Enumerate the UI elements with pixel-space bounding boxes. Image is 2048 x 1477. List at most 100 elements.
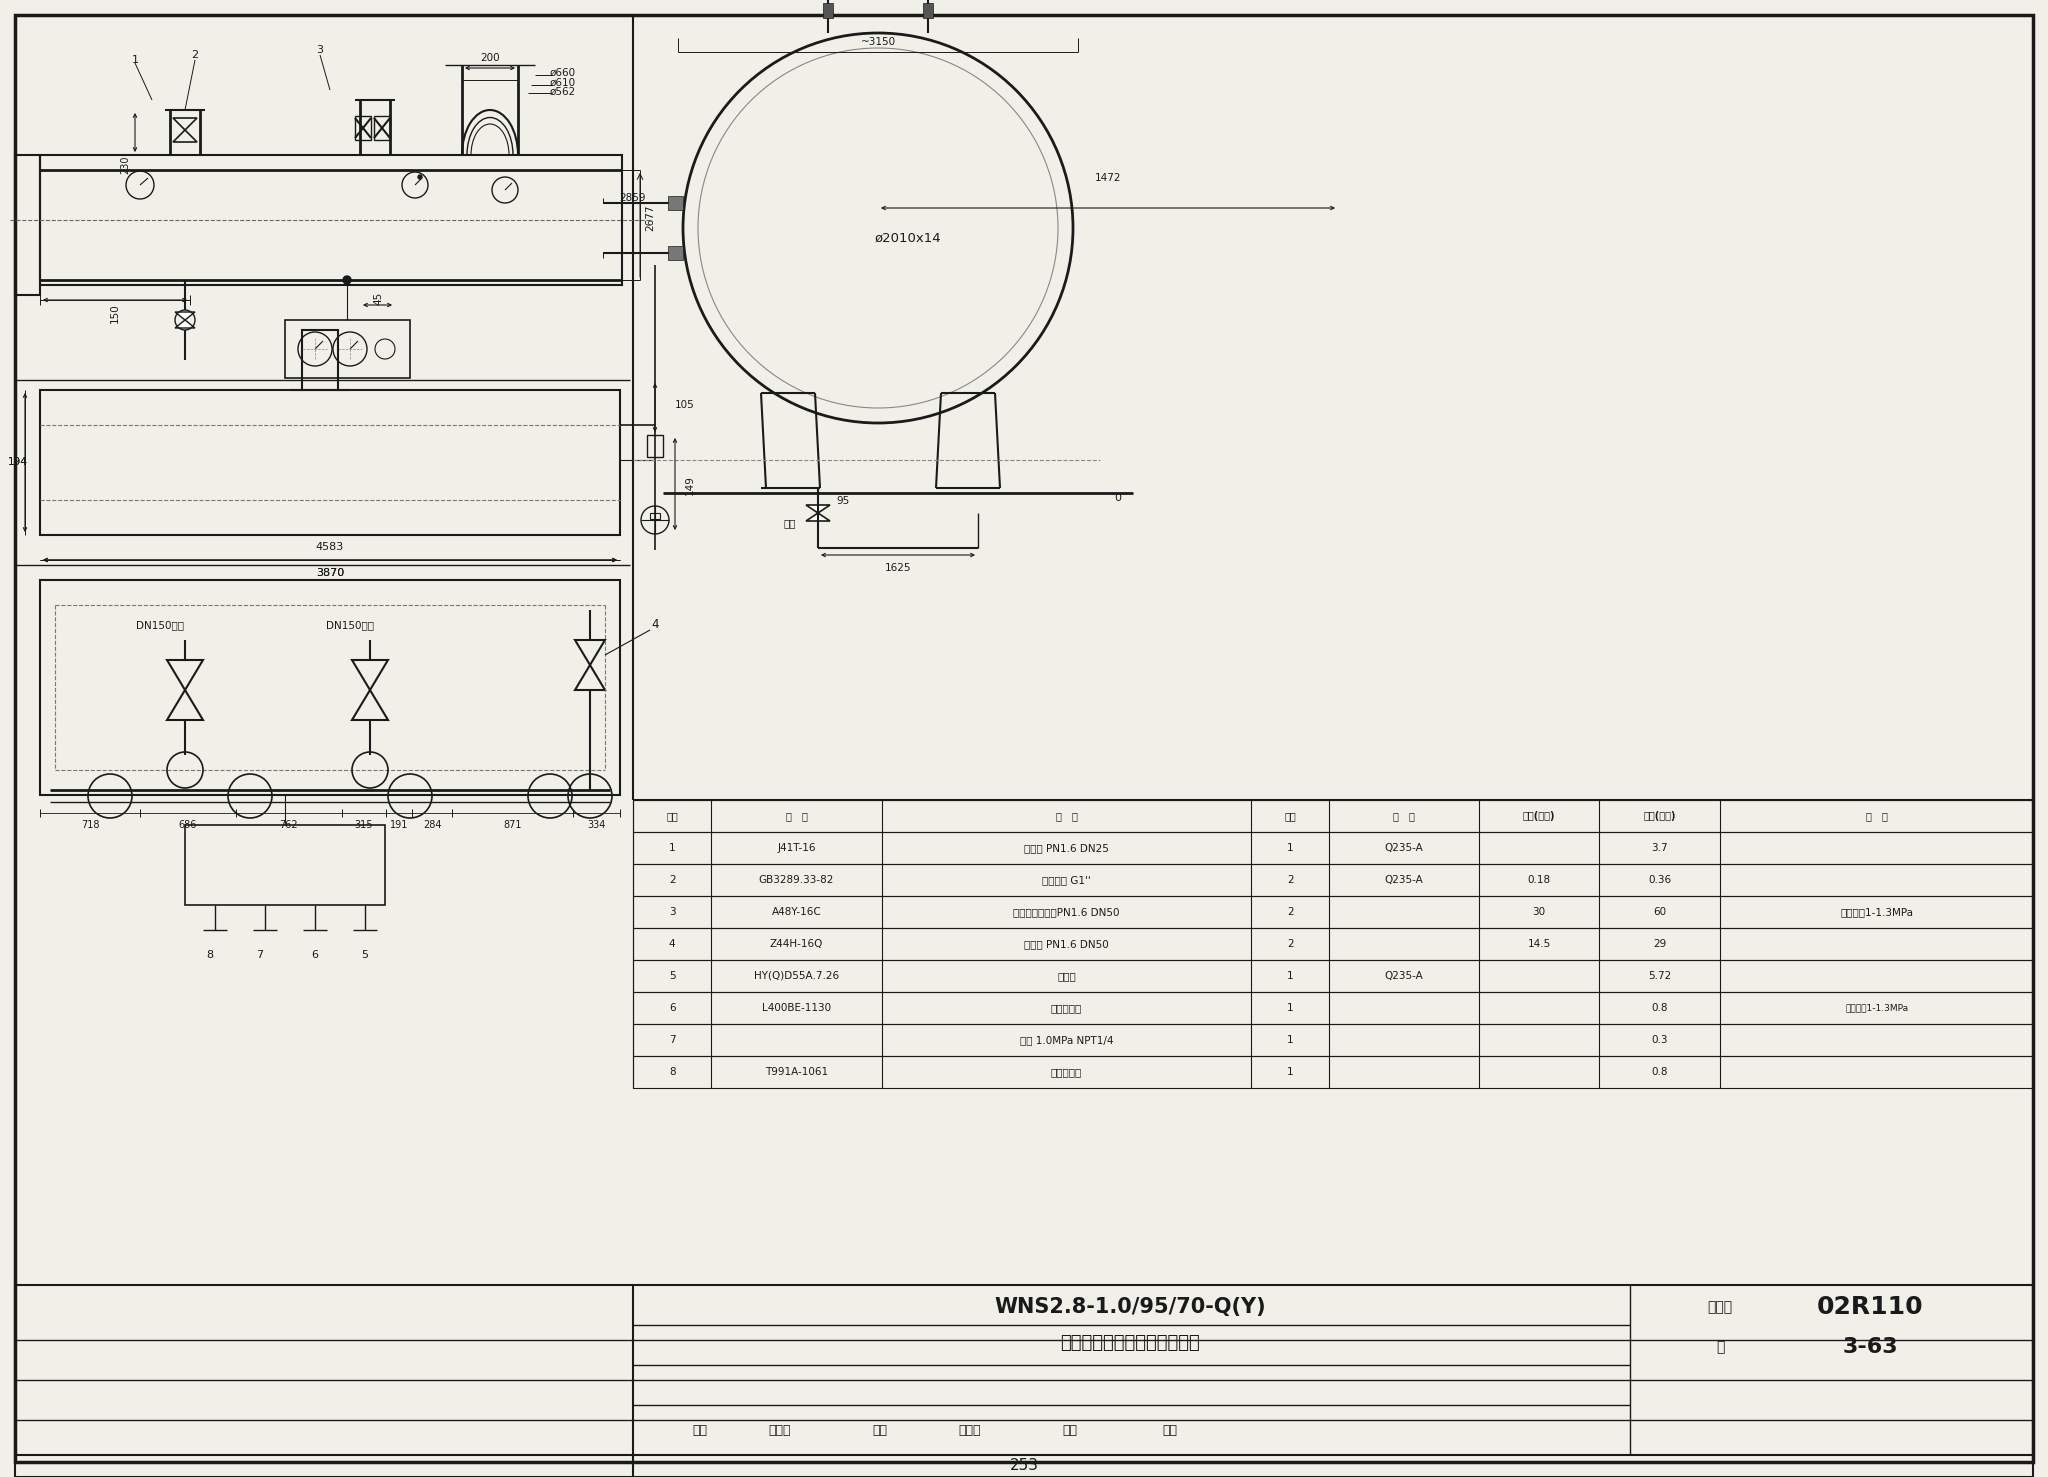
Bar <box>41 390 621 535</box>
Text: 105: 105 <box>676 400 694 411</box>
Text: WNS2.8-1.0/95/70-Q(Y): WNS2.8-1.0/95/70-Q(Y) <box>993 1297 1266 1317</box>
Text: 1625: 1625 <box>885 563 911 573</box>
Bar <box>354 117 371 140</box>
Text: 29: 29 <box>1653 939 1667 950</box>
Bar <box>647 436 664 456</box>
Text: 762: 762 <box>279 820 299 830</box>
Text: DN150回水: DN150回水 <box>135 620 184 631</box>
Text: 限位控制器: 限位控制器 <box>1051 1003 1081 1013</box>
Text: 194: 194 <box>8 456 29 467</box>
Text: 315: 315 <box>354 820 373 830</box>
Text: 2677: 2677 <box>645 205 655 232</box>
Text: 调节控制器: 调节控制器 <box>1051 1066 1081 1077</box>
Text: 8: 8 <box>670 1066 676 1077</box>
Text: Q235-A: Q235-A <box>1384 970 1423 981</box>
Text: 弹簧全启安全阀PN1.6 DN50: 弹簧全启安全阀PN1.6 DN50 <box>1014 907 1120 917</box>
Bar <box>633 864 2034 897</box>
Text: 2859: 2859 <box>621 193 647 202</box>
Polygon shape <box>807 505 829 521</box>
Text: GB3289.33-82: GB3289.33-82 <box>758 874 834 885</box>
Text: ~3150: ~3150 <box>860 37 895 47</box>
Bar <box>14 155 41 295</box>
Text: 871: 871 <box>504 820 522 830</box>
Bar <box>41 580 621 795</box>
Bar <box>633 1024 2034 1056</box>
Bar <box>649 513 659 518</box>
Text: Z44H-16Q: Z44H-16Q <box>770 939 823 950</box>
Text: DN150出水: DN150出水 <box>326 620 375 631</box>
Text: ø610: ø610 <box>551 78 575 89</box>
Polygon shape <box>174 312 195 328</box>
Text: 3: 3 <box>317 44 324 55</box>
Bar <box>375 117 389 140</box>
Text: 230: 230 <box>121 155 129 174</box>
Circle shape <box>418 174 422 179</box>
Text: 30: 30 <box>1532 907 1546 917</box>
Text: 4583: 4583 <box>315 542 344 552</box>
Text: HY(Q)D55A.7.26: HY(Q)D55A.7.26 <box>754 970 840 981</box>
Text: 整定压力1-1.3MPa: 整定压力1-1.3MPa <box>1841 907 1913 917</box>
Bar <box>633 801 2034 832</box>
Text: 4: 4 <box>670 939 676 950</box>
Bar <box>668 196 682 210</box>
Text: 2: 2 <box>190 50 199 61</box>
Text: 253: 253 <box>1010 1458 1038 1473</box>
Text: 5: 5 <box>670 970 676 981</box>
Text: 200: 200 <box>479 53 500 64</box>
Text: 球阀 1.0MPa NPT1/4: 球阀 1.0MPa NPT1/4 <box>1020 1035 1114 1046</box>
Text: 总重(公斤): 总重(公斤) <box>1645 811 1675 821</box>
Text: 页: 页 <box>1716 1340 1724 1354</box>
Text: 6: 6 <box>311 950 319 960</box>
Text: 60: 60 <box>1653 907 1667 917</box>
Text: 2: 2 <box>1286 939 1294 950</box>
Text: 45: 45 <box>373 291 383 304</box>
Text: 1: 1 <box>1286 1066 1294 1077</box>
Text: 2: 2 <box>1286 874 1294 885</box>
Text: 名   称: 名 称 <box>1055 811 1077 821</box>
Text: ø2010x14: ø2010x14 <box>874 232 942 245</box>
Bar <box>184 826 385 905</box>
Text: 赵芸草: 赵芸草 <box>958 1424 981 1437</box>
Bar <box>633 1056 2034 1089</box>
Text: 审核: 审核 <box>692 1424 707 1437</box>
Bar <box>41 155 623 285</box>
Text: Q235-A: Q235-A <box>1384 874 1423 885</box>
Text: 8: 8 <box>207 950 213 960</box>
Text: 0.36: 0.36 <box>1649 874 1671 885</box>
Text: J41T-16: J41T-16 <box>776 843 815 854</box>
Bar <box>14 1285 2034 1477</box>
Text: 1: 1 <box>670 843 676 854</box>
Text: 191: 191 <box>389 820 408 830</box>
Bar <box>924 3 934 18</box>
Bar <box>633 928 2034 960</box>
Text: 5.72: 5.72 <box>1649 970 1671 981</box>
Circle shape <box>342 276 350 284</box>
Text: 95: 95 <box>836 496 850 507</box>
Text: 7: 7 <box>256 950 264 960</box>
Text: 14.5: 14.5 <box>1528 939 1550 950</box>
Text: 0.8: 0.8 <box>1651 1066 1669 1077</box>
Text: 数量: 数量 <box>1284 811 1296 821</box>
Text: 1472: 1472 <box>1096 173 1120 183</box>
Text: 控制板: 控制板 <box>1057 970 1075 981</box>
Text: 0.3: 0.3 <box>1651 1035 1669 1046</box>
Text: 排污: 排污 <box>784 518 797 527</box>
Text: 5: 5 <box>362 950 369 960</box>
Bar <box>633 897 2034 928</box>
Text: 内方管堵 G1'': 内方管堵 G1'' <box>1042 874 1092 885</box>
Text: 2: 2 <box>1286 907 1294 917</box>
Text: 3870: 3870 <box>315 569 344 578</box>
Text: 3870: 3870 <box>315 569 344 578</box>
Text: 设计: 设计 <box>1063 1424 1077 1437</box>
Text: 2: 2 <box>670 874 676 885</box>
Text: 0.18: 0.18 <box>1528 874 1550 885</box>
Text: 材   料: 材 料 <box>1393 811 1415 821</box>
Text: L400BE-1130: L400BE-1130 <box>762 1003 831 1013</box>
Text: ø562: ø562 <box>551 87 575 97</box>
Bar <box>823 3 834 18</box>
Text: 校对: 校对 <box>872 1424 887 1437</box>
Bar <box>668 247 682 260</box>
Text: 图集号: 图集号 <box>1708 1300 1733 1315</box>
Text: 718: 718 <box>80 820 98 830</box>
Text: 热水锅炉管道、阀门、仪表图: 热水锅炉管道、阀门、仪表图 <box>1061 1334 1200 1351</box>
